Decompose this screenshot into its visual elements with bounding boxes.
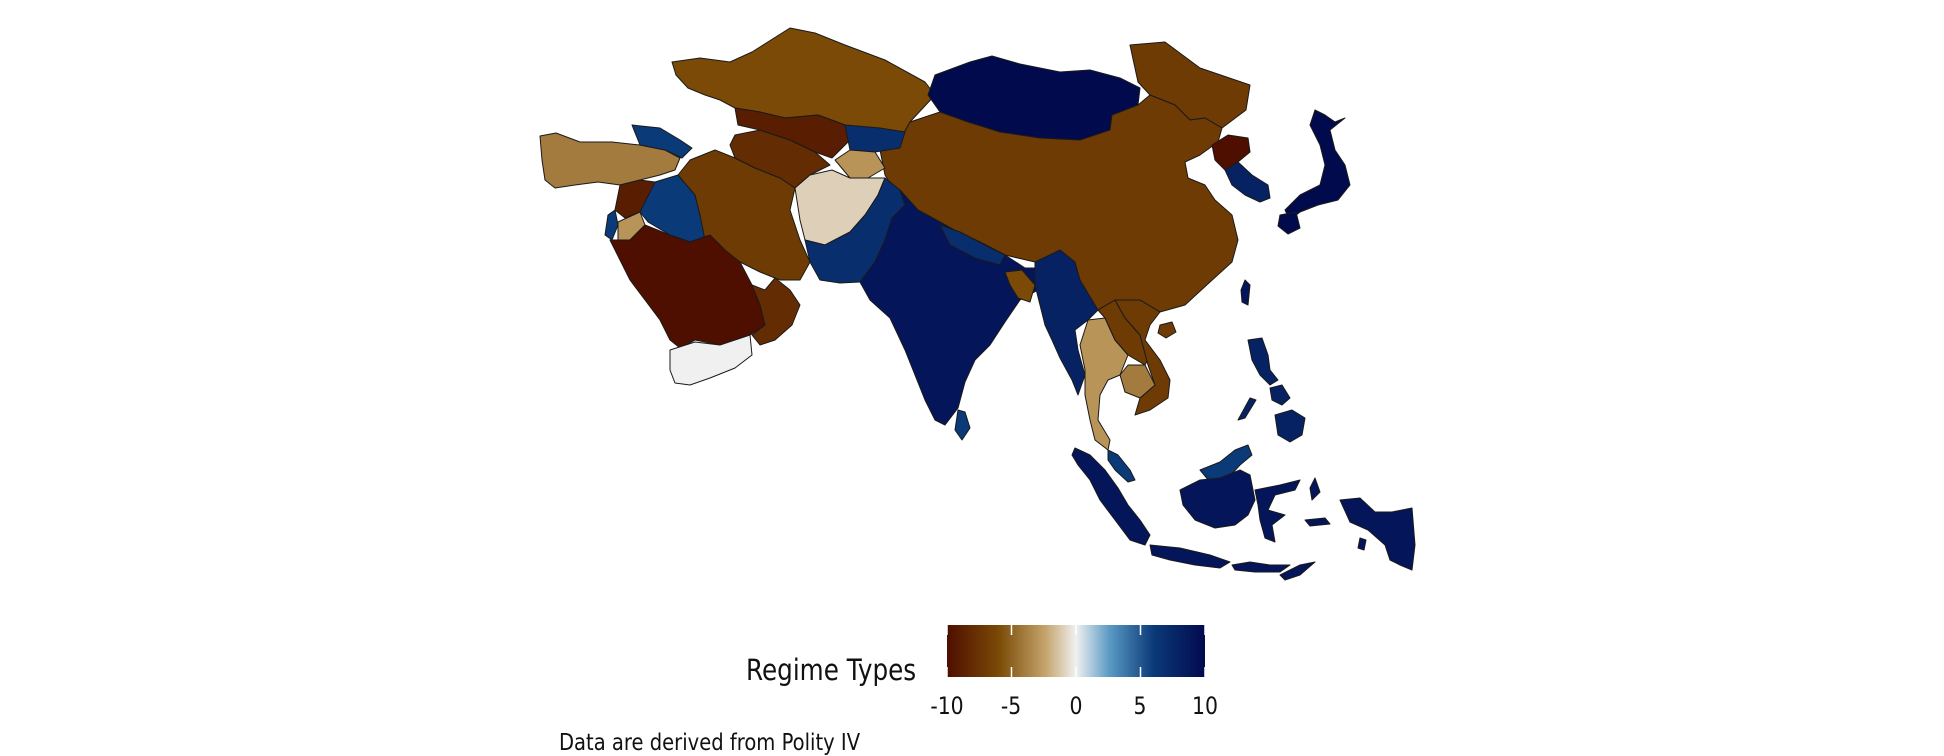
region-indonesia-timor (1279, 561, 1316, 581)
region-north-korea (1211, 134, 1251, 171)
region-oman (751, 277, 801, 346)
region-vietnam (1114, 299, 1171, 416)
legend-tick-label: -10 (930, 692, 964, 720)
region-philippines-visayas (1269, 384, 1291, 406)
region-bangladesh (1004, 269, 1036, 303)
region-philippines-luzon (1247, 337, 1279, 386)
region-hainan (1157, 321, 1177, 339)
legend-tick-label: 0 (1069, 692, 1083, 720)
legend-title: Regime Types (746, 653, 917, 687)
region-taiwan (1240, 279, 1251, 306)
region-indonesia-kalimantan (1179, 469, 1256, 529)
region-uzbekistan (734, 107, 851, 159)
region-indonesia-lesser-sunda (1231, 561, 1291, 573)
region-south-korea (1224, 161, 1271, 203)
region-philippines-mindanao (1274, 409, 1306, 443)
region-cambodia (1119, 364, 1156, 399)
legend-tick-label: -5 (1000, 692, 1022, 720)
region-malaysia-peninsula (1107, 449, 1136, 483)
region-nepal (939, 224, 1006, 266)
legend-tick-marks (946, 625, 1206, 677)
region-indonesia-maluku (1309, 477, 1321, 501)
region-japan (1284, 109, 1351, 221)
region-turkey (539, 132, 681, 189)
region-tajikistan (834, 149, 886, 179)
region-indonesia-papua (1339, 497, 1416, 571)
legend-tick-label: 10 (1192, 692, 1218, 720)
caption: Data are derived from Polity IV (559, 730, 861, 756)
region-indonesia-java (1149, 544, 1231, 569)
region-caucasus (631, 124, 693, 159)
region-indonesia-seram (1304, 517, 1331, 527)
region-indonesia-sulawesi (1254, 479, 1301, 543)
region-israel (604, 209, 619, 241)
region-sri-lanka (954, 409, 971, 441)
region-philippines-palawan (1237, 397, 1257, 421)
legend-tick-label: 5 (1133, 692, 1147, 720)
region-indonesia-sumatra (1071, 447, 1151, 546)
region-yemen (669, 334, 753, 386)
region-japan-kyushu (1277, 211, 1301, 235)
region-indonesia-aru (1357, 537, 1367, 551)
